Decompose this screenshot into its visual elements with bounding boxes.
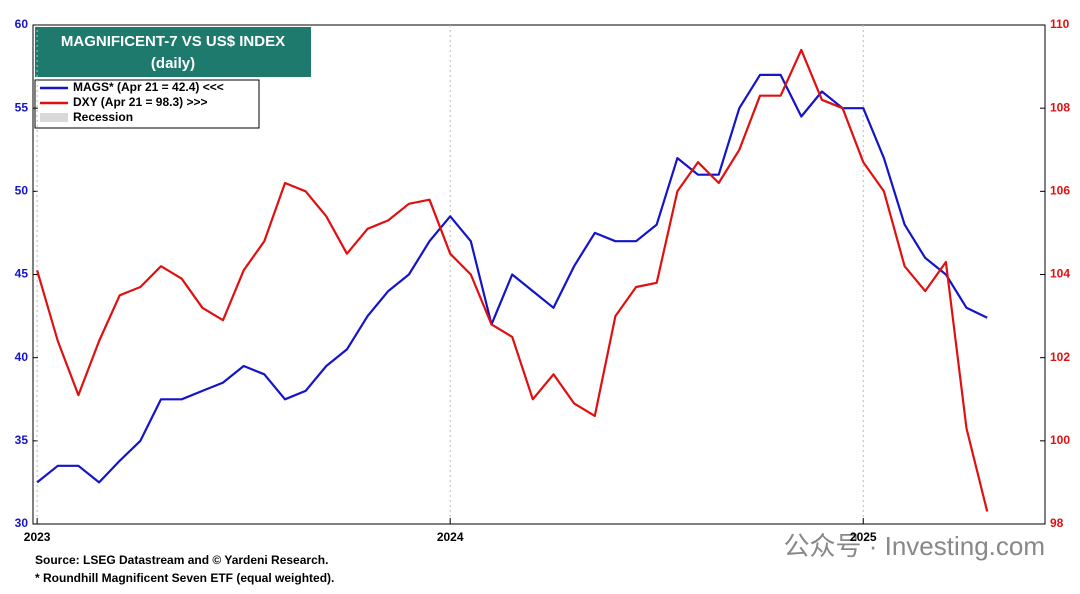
legend-box xyxy=(34,79,260,129)
y2-tick-label: 98 xyxy=(1050,516,1064,530)
chart-subtitle: (daily) xyxy=(151,55,195,72)
y-tick-label: 35 xyxy=(15,433,29,447)
chart-title: MAGNIFICENT-7 VS US$ INDEX xyxy=(61,33,285,50)
y2-tick-label: 110 xyxy=(1050,17,1070,31)
legend-label: MAGS* (Apr 21 = 42.4) <<< xyxy=(73,80,224,94)
y-tick-label: 45 xyxy=(15,267,29,281)
y-tick-label: 30 xyxy=(15,516,29,530)
y-tick-label: 60 xyxy=(15,17,29,31)
y-tick-label: 55 xyxy=(15,100,29,114)
series-line xyxy=(36,48,989,512)
x-tick-label: 2025 xyxy=(850,530,877,544)
legend-label: Recession xyxy=(73,110,133,124)
footnote: * Roundhill Magnificent Seven ETF (equal… xyxy=(35,571,334,585)
y2-tick-label: 104 xyxy=(1050,267,1070,281)
y2-tick-label: 108 xyxy=(1050,100,1070,114)
x-tick-label: 2024 xyxy=(437,530,464,544)
legend-label: DXY (Apr 21 = 98.3) >>> xyxy=(73,95,208,109)
watermark: 公众号 · Investing.com xyxy=(783,531,1045,561)
y2-tick-label: 106 xyxy=(1050,184,1070,198)
y-tick-label: 40 xyxy=(15,350,29,364)
source-note: Source: LSEG Datastream and © Yardeni Re… xyxy=(35,553,328,567)
y2-tick-label: 100 xyxy=(1050,433,1070,447)
legend-swatch xyxy=(40,113,68,122)
y-tick-label: 50 xyxy=(15,184,29,198)
series-line xyxy=(36,73,988,484)
x-tick-label: 2023 xyxy=(24,530,51,544)
title-box xyxy=(35,27,311,77)
y2-tick-label: 102 xyxy=(1050,350,1070,364)
